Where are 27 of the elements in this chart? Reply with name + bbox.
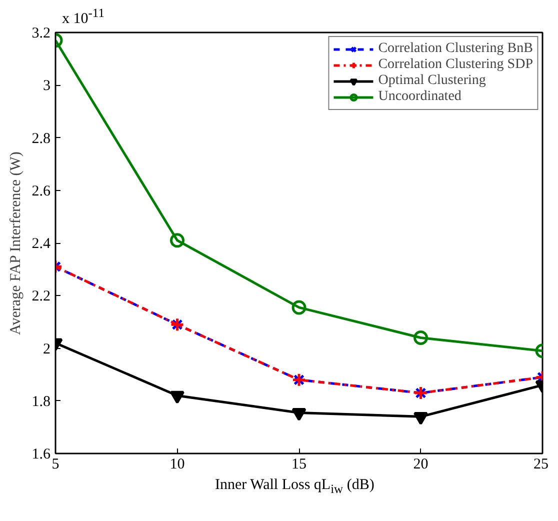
text: x 10$^{-11}$ bbox=[62, 5, 104, 29]
x-tick-label: 25 bbox=[534, 456, 548, 472]
x-tick-label: 5 bbox=[52, 456, 60, 472]
x-axis-title: Inner Wall Loss qL$_{iw}$ (dB) bbox=[215, 476, 374, 498]
x-tick-label: 15 bbox=[292, 456, 306, 472]
y-tick-label: 2.4 bbox=[32, 236, 51, 252]
point bbox=[292, 408, 306, 421]
point bbox=[170, 390, 184, 404]
y-tick-label: 1.8 bbox=[32, 394, 50, 410]
y-tick-label: 3.2 bbox=[32, 26, 50, 42]
x-tick-label: 10 bbox=[170, 456, 185, 472]
y-tick-label: 3 bbox=[43, 78, 50, 94]
y-tick-label: 1.6 bbox=[32, 446, 51, 462]
y-tick-label: 2.6 bbox=[32, 183, 51, 200]
point bbox=[414, 330, 428, 345]
y-tick-label: 2.8 bbox=[32, 130, 50, 147]
legend-label: Correlation Clustering SDP bbox=[378, 57, 533, 73]
point bbox=[292, 300, 306, 315]
y-tick-label: 2 bbox=[43, 341, 50, 358]
point bbox=[414, 412, 428, 425]
y-axis-title: Average FAP Interference (W) bbox=[8, 152, 24, 335]
legend-label: Correlation Clustering BnB bbox=[378, 41, 533, 57]
point bbox=[170, 233, 184, 248]
x-tick-label: 20 bbox=[413, 456, 428, 472]
y-tick-label: 2.2 bbox=[32, 288, 50, 305]
legend-label: Optimal Clustering bbox=[378, 73, 486, 89]
legend-label: Uncoordinated bbox=[378, 89, 462, 105]
